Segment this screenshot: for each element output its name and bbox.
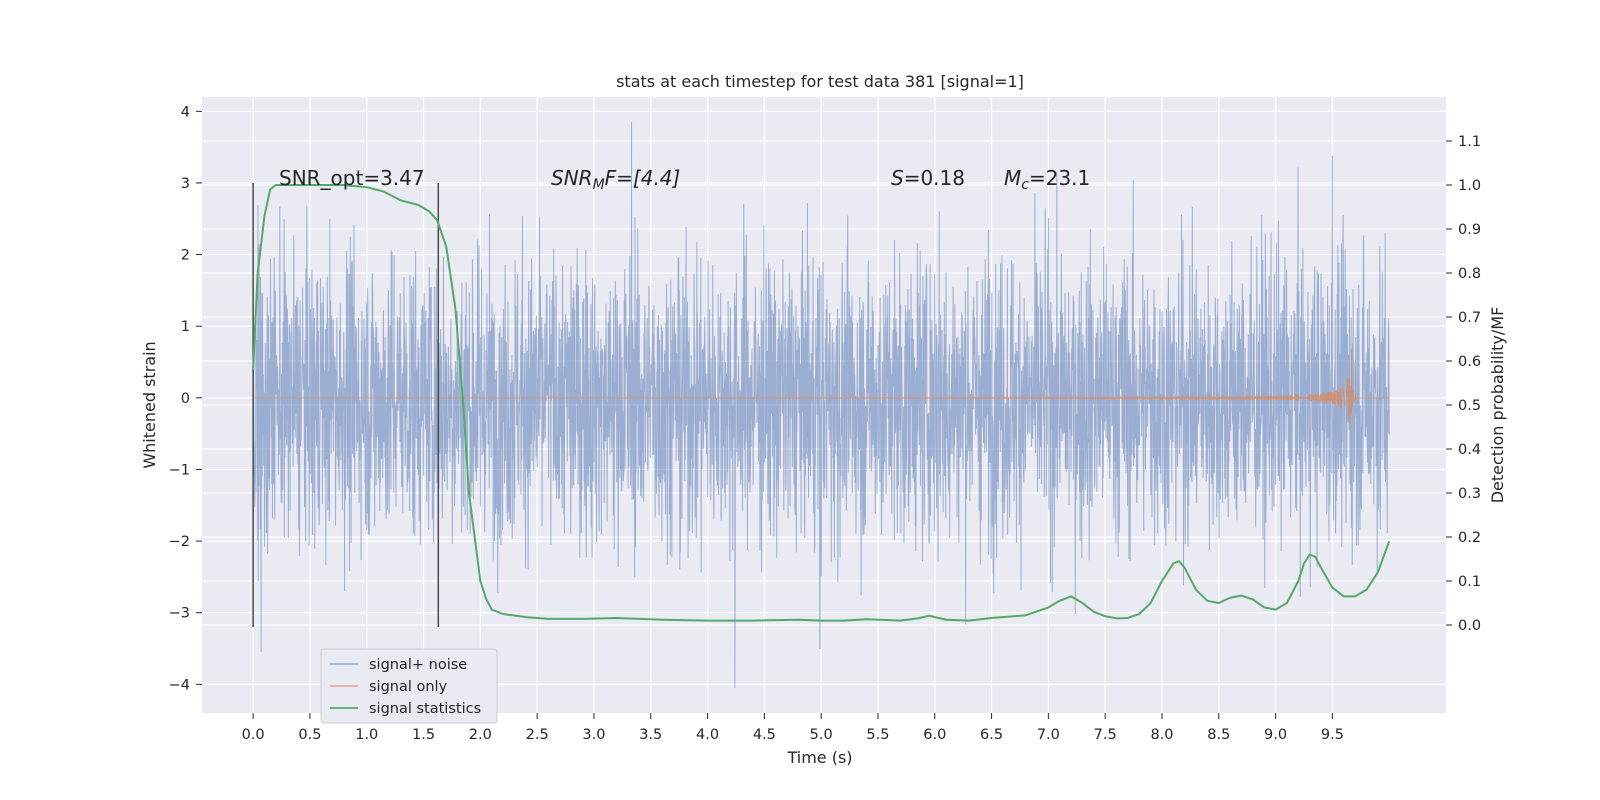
y-tick-label: 1 bbox=[181, 319, 190, 335]
stats-trace bbox=[252, 184, 1391, 622]
y2-tick-label: 0.3 bbox=[1458, 486, 1481, 502]
x-tick-label: 8.5 bbox=[1207, 727, 1230, 743]
series-signal-statistics bbox=[252, 184, 1391, 622]
annotation-mc-sub: c bbox=[1021, 177, 1029, 193]
y-axis-ticks: 4 3 2 1 0 −1 −2 −3 −4 bbox=[169, 104, 202, 693]
y-tick-label: −1 bbox=[169, 462, 190, 478]
y2-tick-label: 0.6 bbox=[1458, 354, 1481, 370]
x-tick-label: 2.5 bbox=[526, 727, 549, 743]
x-tick-label: 3.5 bbox=[639, 727, 662, 743]
y2-tick-label: 0.1 bbox=[1458, 574, 1481, 590]
x-tick-label: 6.5 bbox=[980, 727, 1003, 743]
chart-title: stats at each timestep for test data 381… bbox=[616, 72, 1024, 91]
vertical-markers bbox=[252, 182, 440, 628]
x-tick-label: 7.0 bbox=[1037, 727, 1060, 743]
annotation-snr-mf-sub: M bbox=[593, 177, 605, 193]
x-tick-label: 4.5 bbox=[753, 727, 776, 743]
annotation-s-value: =0.18 bbox=[904, 166, 965, 190]
y2-tick-label: 1.0 bbox=[1458, 178, 1481, 194]
annotation-mc-label: M bbox=[1004, 166, 1021, 190]
x-axis-label: Time (s) bbox=[786, 748, 852, 767]
y2-tick-label: 0.5 bbox=[1458, 398, 1481, 414]
x-tick-label: 5.0 bbox=[810, 727, 833, 743]
x-tick-label: 1.0 bbox=[355, 727, 378, 743]
signal-trace bbox=[252, 348, 1390, 425]
legend-label-signal-statistics: signal statistics bbox=[369, 701, 481, 717]
x-tick-label: 3.0 bbox=[582, 727, 605, 743]
y-tick-label: −3 bbox=[169, 606, 190, 622]
y2-tick-label: 0.8 bbox=[1458, 266, 1481, 282]
annotation-snr-opt: SNR_opt=3.47 bbox=[279, 166, 425, 190]
y-tick-label: −4 bbox=[169, 677, 190, 693]
y-tick-label: 2 bbox=[181, 248, 190, 264]
series-signal-only bbox=[252, 348, 1390, 425]
annotation-s-label: S bbox=[891, 166, 904, 190]
y2-tick-label: 1.1 bbox=[1458, 134, 1481, 150]
x-tick-label: 6.0 bbox=[923, 727, 946, 743]
y-tick-label: −2 bbox=[169, 534, 190, 550]
y2-tick-label: 0.0 bbox=[1458, 618, 1481, 634]
annotation-mc: Mc=23.1 bbox=[1004, 166, 1090, 193]
annotation-snr-mf-rest: F=[4.4] bbox=[605, 166, 681, 190]
y2-axis-ticks: 1.1 1.0 0.9 0.8 0.7 0.6 0.5 0.4 0.3 0.2 0.1 0.0 bbox=[1446, 134, 1481, 634]
y-tick-label: 0 bbox=[181, 391, 190, 407]
y2-tick-label: 0.9 bbox=[1458, 222, 1481, 238]
x-tick-label: 0.5 bbox=[298, 727, 321, 743]
annotation-mc-value: =23.1 bbox=[1029, 166, 1090, 190]
x-tick-label: 4.0 bbox=[696, 727, 719, 743]
x-tick-label: 0.0 bbox=[242, 727, 265, 743]
annotation-snr-mf: SNRMF=[4.4] bbox=[551, 166, 680, 193]
x-tick-label: 2.0 bbox=[469, 727, 492, 743]
series-signal-noise bbox=[252, 122, 1390, 688]
x-tick-label: 8.0 bbox=[1150, 727, 1173, 743]
y-tick-label: 4 bbox=[181, 104, 190, 120]
x-axis-ticks: 0.0 0.5 1.0 1.5 2.0 2.5 3.0 3.5 4.0 4.5 5.0 5.5 6.0 6… bbox=[242, 713, 1344, 743]
legend: signal+ noise signal only signal statist… bbox=[320, 648, 498, 724]
y2-axis-label: Detection probability/MF bbox=[1488, 307, 1507, 504]
x-tick-label: 9.5 bbox=[1321, 727, 1344, 743]
y2-tick-label: 0.7 bbox=[1458, 310, 1481, 326]
x-tick-label: 9.0 bbox=[1264, 727, 1287, 743]
legend-label-signal-only: signal only bbox=[369, 679, 448, 695]
x-tick-label: 5.5 bbox=[866, 727, 889, 743]
x-tick-label: 7.5 bbox=[1094, 727, 1117, 743]
legend-label-signal-noise: signal+ noise bbox=[369, 657, 467, 673]
y-tick-label: 3 bbox=[181, 176, 190, 192]
x-tick-label: 1.5 bbox=[412, 727, 435, 743]
noise-trace bbox=[252, 122, 1390, 688]
y2-tick-label: 0.2 bbox=[1458, 530, 1481, 546]
annotation-snr-mf-main: SNR bbox=[551, 166, 593, 190]
y2-tick-label: 0.4 bbox=[1458, 442, 1481, 458]
annotation-s: S=0.18 bbox=[891, 166, 965, 190]
y-axis-label: Whitened strain bbox=[140, 341, 159, 468]
legend-box bbox=[320, 648, 498, 724]
